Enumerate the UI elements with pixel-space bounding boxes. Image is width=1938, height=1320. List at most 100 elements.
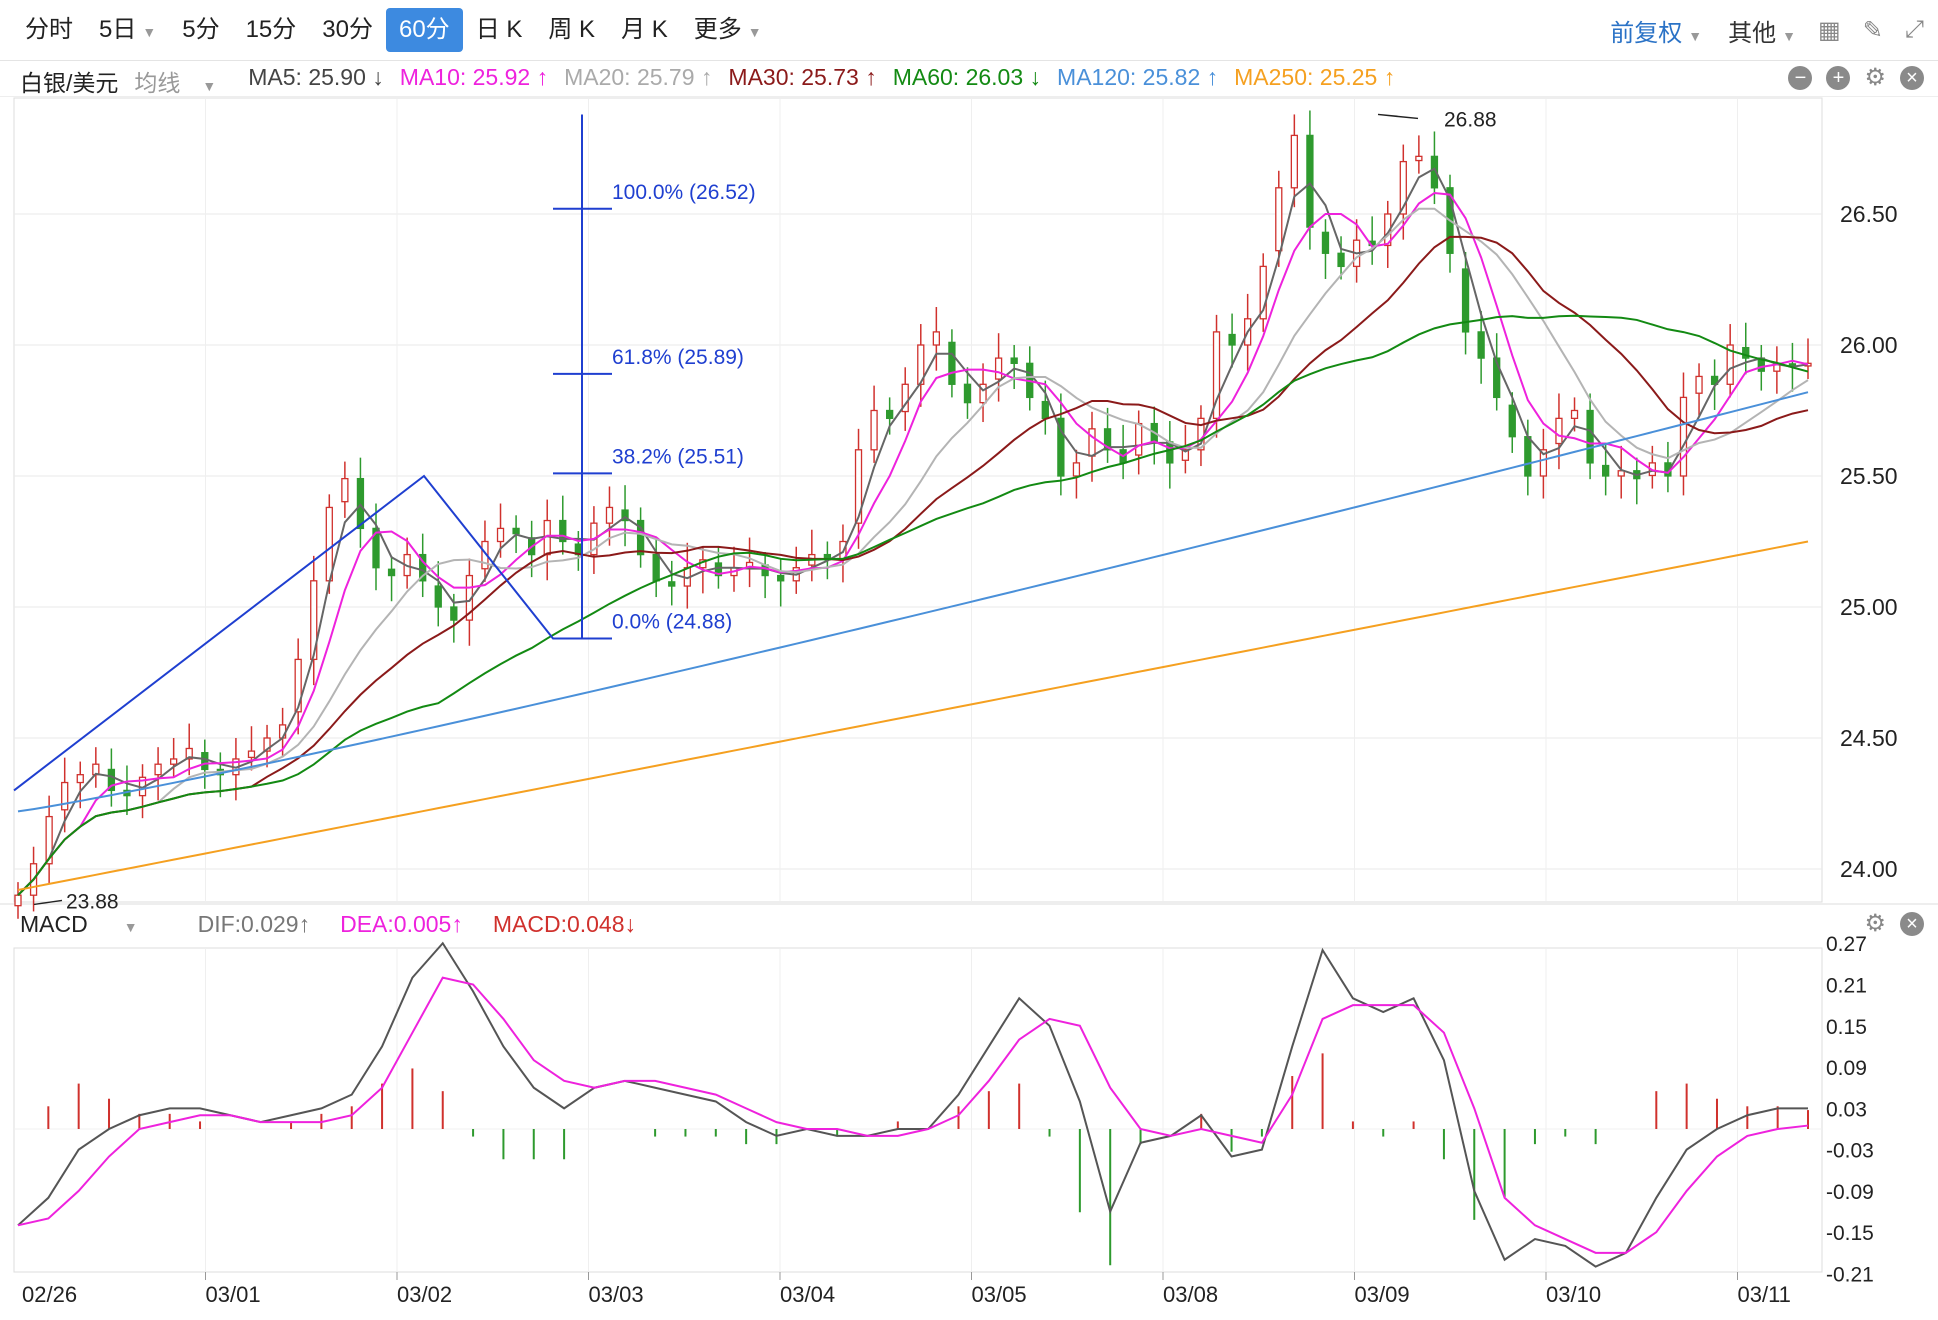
period-tabs: 分时 5日 ▼ 5分 15分 30分 60分 日 K 周 K 月 K 更多 ▼	[12, 8, 775, 52]
price-tick-label: 26.00	[1840, 332, 1898, 358]
candle-body	[1057, 417, 1065, 477]
grid-layout-icon[interactable]: ▦	[1818, 16, 1841, 44]
tab-60min[interactable]: 60分	[385, 8, 463, 52]
candle-body	[1135, 422, 1143, 456]
candle-body	[107, 768, 116, 792]
tab-5day[interactable]: 5日 ▼	[86, 8, 169, 52]
tab-15min[interactable]: 15分	[245, 16, 297, 43]
low-pointer	[33, 899, 63, 906]
candle-body	[730, 567, 738, 577]
candle-body	[1804, 362, 1812, 367]
minus-icon[interactable]: −	[1788, 66, 1813, 90]
price-tick-label: 25.50	[1840, 463, 1898, 489]
candle-body	[979, 383, 987, 404]
candle-body	[1290, 134, 1298, 189]
ma-line-ma5	[17, 167, 1809, 896]
period-toolbar: 分时 5日 ▼ 5分 15分 30分 60分 日 K 周 K 月 K 更多 ▼ 前复…	[0, 0, 1938, 61]
tab-daily-k[interactable]: 日 K	[475, 16, 523, 43]
candle-body	[792, 567, 800, 582]
tab-30min[interactable]: 30分	[322, 16, 373, 43]
candle-body	[1524, 436, 1532, 477]
macd-selector[interactable]: MACD ▼	[20, 911, 168, 938]
candle-body	[808, 553, 816, 566]
high-pointer	[1377, 113, 1419, 120]
candle-body	[1539, 449, 1548, 477]
x-axis-label: 03/09	[1355, 1282, 1410, 1307]
candle-body	[559, 519, 567, 543]
ma-line-ma20	[17, 207, 1809, 896]
other-dropdown[interactable]: 其他 ▼	[1728, 13, 1796, 48]
candle-body	[1103, 428, 1112, 451]
candle-body	[621, 509, 629, 522]
candle-body	[1695, 375, 1703, 394]
candle-body	[901, 383, 909, 413]
macd-name: MACD	[20, 911, 88, 937]
candle-body	[1384, 213, 1392, 247]
dea-value: DEA:0.005↑	[340, 911, 463, 937]
candle-body	[1072, 462, 1081, 477]
tab-5min[interactable]: 5分	[182, 16, 220, 43]
candle-body	[123, 789, 131, 797]
ma-line-ma60	[17, 314, 1809, 896]
fib-level-label: 0.0% (24.88)	[612, 610, 732, 633]
macd-panel-frame	[13, 947, 1823, 1273]
fib-level-label: 100.0% (26.52)	[612, 181, 756, 204]
candle-body	[1181, 449, 1190, 461]
candle-body	[1088, 428, 1096, 457]
candle-body	[1461, 268, 1470, 333]
adjust-dropdown[interactable]: 前复权 ▼	[1610, 13, 1702, 48]
toolbar-right: 前复权 ▼ 其他 ▼ ▦ ✎ ⤢	[1584, 8, 1924, 52]
tab-more[interactable]: 更多 ▼	[681, 8, 775, 52]
close-icon[interactable]: ×	[1900, 66, 1924, 90]
adjust-label: 前复权	[1610, 19, 1683, 47]
candle-body	[839, 540, 847, 561]
macd-tick-label: 0.03	[1826, 1098, 1867, 1121]
tab-monthly-k[interactable]: 月 K	[621, 16, 668, 43]
candle-body	[574, 543, 582, 556]
symbol-name: 白银/美元	[20, 70, 119, 96]
candle-body	[636, 519, 645, 556]
candle-body	[1415, 155, 1423, 162]
price-tick-label: 24.50	[1840, 725, 1898, 751]
candle-body	[1710, 375, 1719, 385]
macd-controls: ⚙ ×	[1850, 912, 1924, 936]
fib-level-label: 61.8% (25.89)	[612, 346, 744, 369]
macd-legend: MACD ▼ DIF:0.029↑ DEA:0.005↑ MACD:0.048↓	[0, 905, 1820, 945]
candle-body	[387, 568, 396, 577]
ma-mode-label: 均线	[134, 70, 181, 96]
gear-icon[interactable]: ⚙	[1864, 64, 1886, 91]
other-label: 其他	[1728, 19, 1777, 47]
candle-body	[419, 553, 427, 582]
ma30-value: MA30: 25.73 ↑	[728, 64, 877, 90]
ma20-value: MA20: 25.79 ↑	[564, 64, 713, 90]
high-price-label: 26.88	[1444, 108, 1497, 131]
candle-body	[1726, 344, 1734, 385]
candle-body	[372, 527, 380, 569]
candle-body	[1275, 187, 1283, 252]
x-axis-label: 03/01	[206, 1282, 261, 1307]
candle-body	[1742, 346, 1750, 359]
candle-body	[823, 553, 832, 561]
plus-icon[interactable]: +	[1826, 66, 1851, 90]
candle-body	[496, 527, 505, 543]
candle-body	[154, 763, 162, 776]
draw-pen-icon[interactable]: ✎	[1862, 16, 1883, 44]
tab-fenshi[interactable]: 分时	[25, 16, 73, 43]
ma-mode-dropdown[interactable]: 均线 ▼	[134, 64, 232, 98]
candle-body	[1306, 134, 1314, 228]
candle-body	[1026, 362, 1034, 399]
x-axis-label: 03/08	[1163, 1282, 1218, 1307]
ma-line-ma120	[17, 391, 1809, 813]
candle-body	[294, 658, 302, 713]
candle-body	[512, 527, 520, 535]
tab-weekly-k[interactable]: 周 K	[548, 16, 596, 43]
candle-body	[247, 750, 256, 759]
candle-body	[1337, 252, 1345, 268]
gear-icon[interactable]: ⚙	[1864, 910, 1886, 937]
candle-body	[356, 477, 365, 530]
close-icon[interactable]: ×	[1900, 912, 1924, 936]
ma-line-ma30	[17, 235, 1809, 896]
fullscreen-icon[interactable]: ⤢	[1904, 16, 1924, 43]
candle-body	[1197, 417, 1205, 451]
